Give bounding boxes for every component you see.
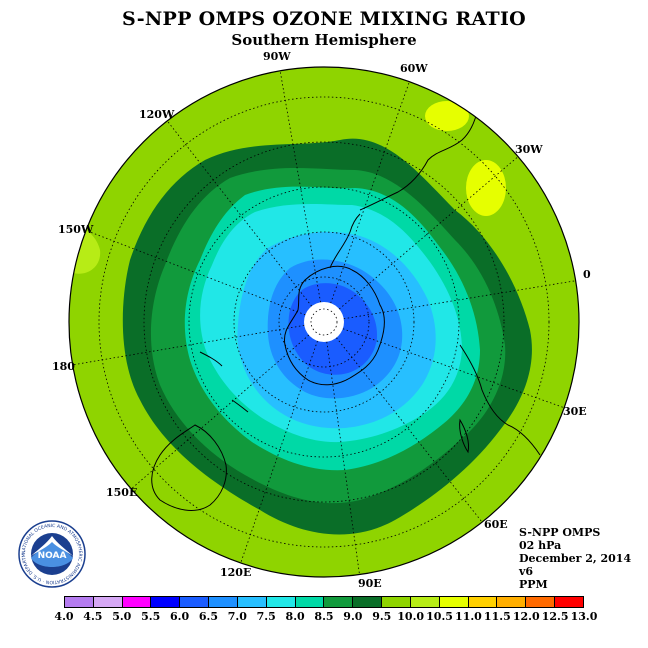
- info-date: December 2, 2014: [519, 552, 632, 565]
- colorbar-tick-label: 4.0: [54, 610, 74, 623]
- colorbar-tick-label: 7.5: [256, 610, 276, 623]
- lon-label-30w: 30W: [515, 143, 543, 156]
- colorbar-tick-label: 13.0: [570, 610, 598, 623]
- colorbar-tick-label: 7.0: [227, 610, 247, 623]
- colorbar-segment: [324, 597, 354, 607]
- info-block: S-NPP OMPS 02 hPa December 2, 2014 v6 PP…: [519, 526, 631, 591]
- colorbar-tick-label: 8.5: [314, 610, 334, 623]
- colorbar-segment: [353, 597, 383, 607]
- colorbar-tick-label: 5.5: [141, 610, 161, 623]
- lon-label-60w: 60W: [400, 62, 428, 75]
- madagascar-coast: [459, 418, 469, 454]
- colorbar-segment: [65, 597, 94, 607]
- colorbar-segment: [468, 597, 498, 607]
- info-version: v6: [519, 565, 534, 578]
- colorbar-tick-label: 6.5: [198, 610, 219, 623]
- colorbar-tick-label: 8.0: [285, 610, 305, 623]
- contour-10.5-spot-2: [466, 160, 506, 216]
- lon-label-60e: 60E: [484, 518, 508, 531]
- colorbar-segment: [295, 597, 325, 607]
- colorbar-segment: [410, 597, 440, 607]
- colorbar-segment: [209, 597, 238, 607]
- colorbar-segment: [151, 597, 181, 607]
- noaa-logo: NATIONAL OCEANIC AND ATMOSPHERIC ADMINIS…: [18, 520, 86, 588]
- colorbar-tick-label: 9.0: [343, 610, 363, 623]
- colorbar-segment: [266, 597, 296, 607]
- lon-label-30e: 30E: [563, 405, 587, 418]
- lon-label-180: 180: [52, 360, 75, 373]
- map-title: S-NPP OMPS OZONE MIXING RATIO: [121, 8, 527, 30]
- colorbar-tick-label: 6.0: [169, 610, 190, 623]
- colorbar-segment: [180, 597, 210, 607]
- polar-data-gap: [304, 302, 344, 342]
- info-product: S-NPP OMPS: [519, 526, 601, 539]
- new-zealand-coast: [199, 351, 249, 413]
- colorbar-tick-label: 12.0: [512, 610, 540, 623]
- colorbar-tick-label: 9.5: [372, 610, 392, 623]
- antarctica-coast: [283, 265, 385, 386]
- map-border: [68, 66, 580, 578]
- australia-coast: [151, 424, 227, 511]
- colorbar-tick-label: 11.0: [455, 610, 482, 623]
- lon-label-120e: 120E: [220, 566, 252, 579]
- info-units: PPM: [519, 578, 548, 591]
- lon-label-0: 0: [583, 268, 591, 281]
- lon-label-120w: 120W: [139, 108, 175, 121]
- noaa-logo-text: NOAA: [38, 551, 67, 561]
- colorbar-segment: [237, 597, 267, 607]
- colorbar-tick-label: 10.0: [397, 610, 425, 623]
- colorbar-tick-label: 10.5: [426, 610, 453, 623]
- colorbar-segment: [439, 597, 469, 607]
- lon-label-150e: 150E: [106, 486, 138, 499]
- colorbar-segment: [497, 597, 527, 607]
- contour-10.5-spot-1: [425, 101, 469, 131]
- colorbar-tick-label: 12.5: [541, 610, 569, 623]
- lon-label-90e: 90E: [358, 577, 382, 590]
- lon-label-90w: 90W: [263, 50, 291, 63]
- colorbar-segment: [122, 597, 152, 607]
- colorbar-segment: [526, 597, 556, 607]
- lon-label-150w: 150W: [58, 223, 94, 236]
- colorbar-tick-label: 4.5: [83, 610, 103, 623]
- colorbar-segment: [382, 597, 411, 607]
- colorbar: [64, 596, 584, 608]
- coastlines: [151, 71, 541, 511]
- colorbar-segment: [93, 597, 123, 607]
- graticule: [71, 69, 579, 577]
- colorbar-tick-label: 5.0: [112, 610, 132, 623]
- colorbar-segment: [555, 597, 583, 607]
- colorbar-tick-label: 11.5: [483, 610, 511, 623]
- info-level: 02 hPa: [519, 539, 562, 552]
- antarctic-peninsula: [329, 213, 361, 269]
- africa-coast: [459, 344, 541, 456]
- map-subtitle: Southern Hemisphere: [231, 31, 417, 49]
